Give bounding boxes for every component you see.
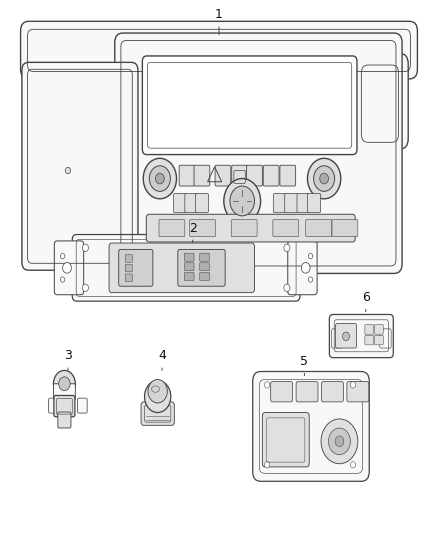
FancyBboxPatch shape: [273, 193, 286, 213]
FancyBboxPatch shape: [194, 165, 210, 186]
Circle shape: [335, 436, 344, 447]
FancyBboxPatch shape: [195, 193, 208, 213]
FancyBboxPatch shape: [125, 255, 132, 262]
FancyBboxPatch shape: [200, 272, 209, 280]
FancyBboxPatch shape: [141, 402, 174, 425]
FancyBboxPatch shape: [231, 220, 257, 237]
FancyBboxPatch shape: [321, 382, 343, 402]
Circle shape: [155, 173, 164, 184]
Circle shape: [145, 381, 171, 413]
Circle shape: [350, 382, 356, 388]
FancyBboxPatch shape: [365, 325, 374, 334]
Circle shape: [82, 244, 88, 252]
FancyBboxPatch shape: [109, 243, 254, 293]
Circle shape: [60, 254, 65, 259]
FancyBboxPatch shape: [54, 241, 84, 295]
FancyBboxPatch shape: [253, 372, 369, 481]
FancyBboxPatch shape: [49, 398, 58, 413]
FancyBboxPatch shape: [232, 165, 247, 186]
FancyBboxPatch shape: [332, 329, 343, 348]
FancyBboxPatch shape: [159, 220, 185, 237]
Circle shape: [59, 377, 70, 391]
Circle shape: [321, 419, 358, 464]
FancyBboxPatch shape: [280, 165, 296, 186]
FancyBboxPatch shape: [374, 335, 383, 345]
FancyBboxPatch shape: [184, 253, 194, 261]
FancyBboxPatch shape: [296, 382, 318, 402]
FancyBboxPatch shape: [365, 335, 374, 345]
FancyBboxPatch shape: [58, 412, 71, 428]
FancyBboxPatch shape: [21, 21, 417, 79]
FancyBboxPatch shape: [185, 193, 198, 213]
FancyBboxPatch shape: [200, 253, 209, 261]
FancyBboxPatch shape: [380, 329, 391, 348]
FancyBboxPatch shape: [336, 324, 357, 348]
Circle shape: [307, 158, 341, 199]
Text: 4: 4: [158, 350, 166, 370]
Circle shape: [63, 263, 71, 273]
FancyBboxPatch shape: [356, 53, 408, 149]
Circle shape: [143, 158, 177, 199]
FancyBboxPatch shape: [215, 165, 231, 186]
FancyBboxPatch shape: [184, 272, 194, 280]
FancyBboxPatch shape: [273, 220, 299, 237]
FancyBboxPatch shape: [297, 193, 310, 213]
FancyBboxPatch shape: [306, 220, 332, 237]
FancyBboxPatch shape: [125, 264, 132, 272]
FancyBboxPatch shape: [262, 413, 309, 467]
FancyBboxPatch shape: [247, 165, 262, 186]
Circle shape: [60, 277, 65, 282]
Circle shape: [284, 244, 290, 252]
FancyBboxPatch shape: [78, 398, 87, 413]
FancyBboxPatch shape: [178, 249, 225, 286]
Circle shape: [148, 379, 167, 403]
Circle shape: [65, 167, 71, 174]
FancyBboxPatch shape: [184, 263, 194, 271]
Text: 3: 3: [64, 350, 72, 370]
FancyBboxPatch shape: [200, 263, 209, 271]
Circle shape: [284, 284, 290, 292]
Circle shape: [224, 179, 261, 223]
Circle shape: [53, 370, 75, 397]
Circle shape: [350, 462, 356, 468]
Circle shape: [265, 462, 270, 468]
FancyBboxPatch shape: [146, 214, 355, 242]
Circle shape: [230, 186, 254, 216]
Circle shape: [328, 428, 350, 455]
Circle shape: [308, 277, 313, 282]
Circle shape: [314, 166, 335, 191]
Text: 2: 2: [189, 222, 197, 243]
FancyBboxPatch shape: [125, 274, 132, 281]
Text: 5: 5: [300, 355, 308, 376]
FancyBboxPatch shape: [307, 193, 321, 213]
FancyBboxPatch shape: [329, 314, 393, 358]
Circle shape: [82, 284, 88, 292]
Circle shape: [343, 332, 350, 341]
Text: 1: 1: [215, 9, 223, 35]
FancyBboxPatch shape: [271, 382, 293, 402]
FancyBboxPatch shape: [263, 165, 279, 186]
Text: 6: 6: [362, 291, 370, 312]
Circle shape: [320, 173, 328, 184]
FancyBboxPatch shape: [115, 33, 402, 273]
Circle shape: [301, 263, 310, 273]
FancyBboxPatch shape: [22, 62, 138, 270]
FancyBboxPatch shape: [72, 235, 300, 301]
FancyBboxPatch shape: [142, 56, 357, 155]
FancyBboxPatch shape: [347, 382, 369, 402]
FancyBboxPatch shape: [179, 165, 195, 186]
FancyBboxPatch shape: [54, 395, 75, 417]
Circle shape: [149, 166, 170, 191]
Circle shape: [265, 382, 270, 388]
FancyBboxPatch shape: [285, 193, 298, 213]
FancyBboxPatch shape: [173, 193, 187, 213]
FancyBboxPatch shape: [53, 384, 75, 400]
FancyBboxPatch shape: [190, 220, 215, 237]
FancyBboxPatch shape: [288, 241, 317, 295]
FancyBboxPatch shape: [119, 249, 153, 286]
Circle shape: [308, 254, 313, 259]
FancyBboxPatch shape: [374, 325, 383, 334]
FancyBboxPatch shape: [332, 220, 358, 237]
